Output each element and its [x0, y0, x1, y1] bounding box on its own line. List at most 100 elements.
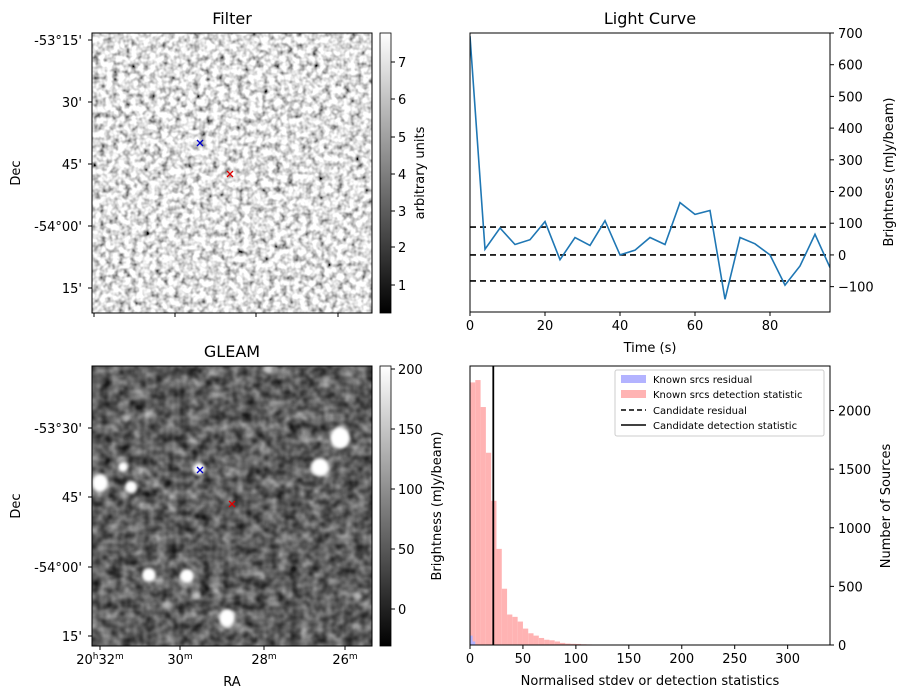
gleam-sources: [92, 366, 361, 627]
filter-cbar-tick-5: 5: [398, 131, 406, 146]
lightcurve-frame: [469, 32, 831, 313]
histogram-x-ticks: 0 50 100 150 200 250 300: [466, 645, 800, 667]
histogram-xtick-label: 50: [515, 652, 532, 667]
histogram-bar-detection: [570, 643, 576, 645]
filter-dec-tick-2: 45': [62, 158, 82, 173]
filter-title: Filter: [212, 9, 252, 28]
filter-cbar-tick-2: 2: [398, 241, 406, 256]
lightcurve-xtick-label: 80: [762, 319, 779, 334]
gleam-cbar-tick-0: 0: [398, 603, 406, 618]
filter-colorbar: [379, 32, 392, 314]
lightcurve-xtick-label: 0: [466, 319, 474, 334]
histogram-bar-residual: [472, 641, 476, 645]
lightcurve-xtick-label: 60: [687, 319, 704, 334]
lightcurve-panel: Light Curve 0 20 40 60 80 −100 0 100 200 300 400 5…: [466, 9, 897, 356]
filter-panel: Filter Dec -53°15' 30' 45' -54°00' 15': [9, 9, 428, 317]
histogram-bar-detection: [549, 640, 555, 645]
histogram-xtick-label: 100: [563, 652, 588, 667]
gleam-panel: GLEAM Dec: [9, 342, 445, 690]
histogram-y-ticks: 0 500 1000 1500 2000: [830, 405, 871, 654]
histogram-xlabel: Normalised stdev or detection statistics: [521, 674, 780, 689]
histogram-bar-detection: [522, 628, 529, 645]
lightcurve-ytick-label: 500: [838, 90, 863, 105]
filter-dec-tick-0: -53°15': [34, 34, 82, 49]
histogram-bar-detection: [533, 635, 539, 645]
filter-dec-tick-3: -54°00': [34, 220, 82, 235]
lightcurve-xtick-label: 40: [612, 319, 629, 334]
histogram-bar-detection: [517, 621, 523, 645]
gleam-colorbar: [379, 365, 392, 647]
histogram-ytick-label: 1500: [838, 463, 871, 478]
lightcurve-ytick-label: 200: [838, 186, 863, 201]
lightcurve-ytick-label: 100: [838, 217, 863, 232]
histogram-xtick-label: 150: [616, 652, 641, 667]
gleam-colorbar-label: Brightness (mJy/beam): [430, 432, 445, 581]
histogram-xtick-label: 250: [722, 652, 747, 667]
filter-known-source-marker: [196, 139, 204, 147]
filter-dec-tick-4: 15': [62, 282, 82, 297]
lightcurve-ytick-label: 600: [838, 59, 863, 74]
gleam-candidate-marker: [228, 500, 236, 508]
legend-swatch-known-residual: [621, 375, 646, 383]
lightcurve-y-ticks: −100 0 100 200 300 400 500 600 700: [830, 27, 874, 296]
lightcurve-ytick-label: 400: [838, 122, 863, 137]
filter-cbar-tick-4: 4: [398, 168, 406, 183]
lightcurve-x-ticks: 0 20 40 60 80: [466, 312, 778, 334]
histogram-bar-detection: [560, 642, 566, 645]
histogram-bar-detection: [538, 637, 545, 645]
histogram-xtick-label: 200: [669, 652, 694, 667]
histogram-panel: 0 50 100 150 200 250 300 0 500 1000 1500 2000 Norm…: [466, 365, 894, 689]
lightcurve-ytick-label: −100: [838, 281, 874, 296]
histogram-bar-detection: [475, 380, 481, 645]
filter-dec-ticks: [88, 39, 339, 317]
gleam-cbar-tick-200: 200: [398, 363, 423, 378]
histogram-bar-detection: [512, 616, 518, 645]
lightcurve-ylabel: Brightness (mJy/beam): [882, 98, 897, 247]
filter-cbar-tick-7: 7: [398, 56, 406, 71]
gleam-dec-label: Dec: [9, 493, 24, 518]
histogram-bar-detection: [554, 641, 560, 645]
histogram-bar-detection: [575, 643, 582, 645]
histogram-bar-detection: [470, 382, 476, 645]
filter-cbar-tick-6: 6: [398, 93, 406, 108]
histogram-legend: Known srcs residual Known srcs detection…: [614, 369, 825, 437]
gleam-image-frame: [91, 365, 373, 647]
lightcurve-ytick-label: 700: [838, 27, 863, 42]
legend-swatch-known-detection: [621, 390, 646, 398]
lightcurve-xtick-label: 20: [537, 319, 554, 334]
lightcurve-ytick-label: 0: [838, 249, 846, 264]
legend-label-candidate-detection: Candidate detection statistic: [653, 421, 797, 432]
gleam-cbar-tick-100: 100: [398, 483, 423, 498]
histogram-ytick-label: 0: [838, 639, 846, 654]
gleam-dec-tick-3: 15': [62, 630, 82, 645]
histogram-ytick-label: 500: [838, 580, 863, 595]
filter-dec-label: Dec: [9, 160, 24, 185]
histogram-bar-detection: [485, 452, 492, 645]
legend-label-candidate-residual: Candidate residual: [653, 406, 747, 417]
histogram-ytick-label: 2000: [838, 405, 871, 420]
lightcurve-ytick-label: 300: [838, 154, 863, 169]
gleam-axis-ticks: [88, 427, 346, 650]
gleam-dec-tick-0: -53°30': [34, 422, 82, 437]
filter-dec-tick-1: 30': [62, 96, 82, 111]
lightcurve-title: Light Curve: [604, 9, 696, 28]
legend-label-known-residual: Known srcs residual: [653, 375, 752, 386]
histogram-bar-detection: [565, 643, 571, 645]
gleam-dec-tick-1: 45': [62, 491, 82, 506]
gleam-ra-tick-0: 20h32m: [76, 652, 124, 668]
histogram-plot-area: [470, 366, 809, 646]
histogram-bar-detection: [544, 639, 550, 645]
histogram-bar-detection: [501, 588, 508, 645]
histogram-bar-detection: [496, 548, 502, 645]
filter-colorbar-label: arbitrary units: [413, 126, 428, 219]
histogram-bar-detection: [507, 614, 513, 645]
filter-cbar-tick-1: 1: [398, 279, 406, 294]
histogram-ytick-label: 1000: [838, 522, 871, 537]
lightcurve-series-line: [470, 36, 830, 300]
histogram-frame: [469, 365, 831, 646]
gleam-cbar-tick-50: 50: [398, 543, 415, 558]
histogram-bar-detection: [480, 407, 486, 645]
gleam-ra-tick-2: 28m: [251, 652, 276, 668]
gleam-title: GLEAM: [204, 342, 260, 361]
gleam-dec-tick-2: -54°00': [34, 561, 82, 576]
